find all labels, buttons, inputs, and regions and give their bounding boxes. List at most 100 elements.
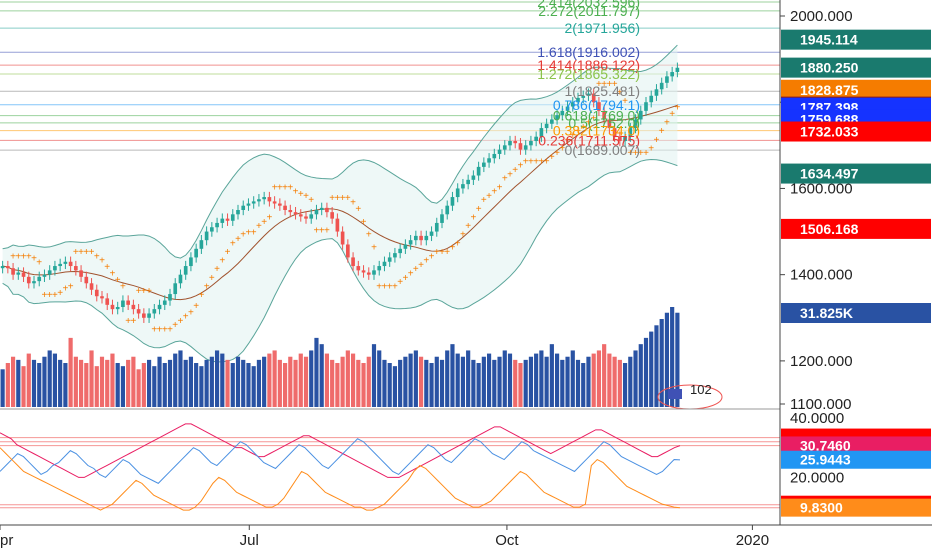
candle-body [147,313,151,318]
sar-marker: + [355,204,361,215]
volume-bar [575,359,581,407]
sar-marker: + [256,221,262,232]
candle-body [84,276,89,284]
volume-bar [340,356,345,407]
sar-marker: + [73,247,79,258]
parabolic-sar: + + + + + ++ + + + + ++ + + + + ++++++ ++ + ++ + + + + + + ++++++… [10,79,680,336]
sar-marker: + [491,187,497,198]
volume-bar [607,353,612,407]
price-axis[interactable]: 2000.0001800.0001600.0001400.0001200.000… [780,8,931,413]
volume-bar [204,359,209,407]
volume-bar [262,356,267,407]
volume-bar [424,359,429,407]
sar-marker: + [319,225,325,236]
sar-marker: + [104,262,110,273]
price-tick-label: 1600.000 [790,180,853,197]
candle-body [126,300,130,305]
volume-bar [58,359,63,407]
candle-body [183,266,188,275]
sar-marker: + [240,230,246,241]
volume-bar [460,356,466,407]
volume-bar [643,337,649,407]
candle-body [16,272,21,275]
volume-bar [596,350,602,407]
volume-bar [486,353,492,407]
volume-bar [199,366,204,407]
sar-marker: + [172,320,178,331]
volume-bar [628,356,633,407]
volume-bar [429,363,434,407]
oscillator-line [0,447,681,511]
volume-bar [450,344,455,407]
volume-bar [99,356,105,407]
sar-marker: + [115,275,121,286]
oscillator-axis[interactable]: 40.000020.000033.483332.941130.746025.94… [781,410,931,517]
candle-body [565,106,570,111]
candle-body [534,136,538,142]
sar-marker: + [52,290,58,301]
candle-body [581,95,586,98]
candle-body [654,89,659,96]
candle-body [189,257,193,267]
sar-marker: + [57,288,63,299]
candle-body [649,95,654,103]
oscillator-badge-label: 25.9443 [800,452,851,468]
sar-marker: + [387,281,393,292]
sar-marker: + [225,247,231,258]
sar-marker: + [345,193,351,204]
volume-bar [361,363,366,407]
candle-body [393,253,397,258]
sar-marker: + [423,256,429,267]
candle-body [330,212,334,219]
candle-body [461,184,465,189]
oscillator-tick-label: 40.0000 [790,410,844,427]
candle-body [633,119,638,129]
price-badge-label: 1880.250 [800,60,859,76]
volume-bar [37,363,42,407]
candle-body [482,162,486,167]
sar-marker: + [350,197,356,208]
candle-body [366,272,371,275]
sar-marker: + [198,290,204,301]
candle-body [79,270,83,277]
volume-bar [502,350,507,407]
volume-bar [324,353,330,407]
volume-bar [539,350,544,407]
volume-bar [413,350,418,407]
sar-marker: + [83,247,89,258]
sar-marker: + [565,135,571,146]
volume-bar [560,359,565,407]
candle-body [445,205,450,215]
time-tick-label: 2020 [736,532,769,549]
candle-body [539,128,544,137]
volume-bar [387,363,392,407]
time-axis[interactable]: pr Jul Oct 2020 [0,525,769,549]
sar-marker: + [497,182,503,193]
candle-body [257,199,261,202]
sar-marker: + [596,79,602,90]
sar-marker: + [151,325,157,336]
sar-marker: + [533,156,539,167]
fibonacci-labels: 2.414(2032.596)2.272(2011.797)2(1971.956… [537,0,640,158]
candle-body [434,222,439,232]
candle-body [675,67,680,73]
flag-canton [668,389,682,399]
volume-bar [52,353,58,407]
volume-bar [173,353,178,407]
candle-body [560,110,565,116]
volume-bar [16,359,21,407]
candle-body [262,197,266,200]
price-badge [781,79,931,100]
volume-bar [162,363,167,407]
candle-body [89,283,94,290]
sar-marker: + [308,195,314,206]
sar-marker: + [397,277,403,288]
candle-body [612,128,617,137]
sar-marker: + [15,251,21,262]
candle-body [246,203,251,206]
candle-body [523,145,528,150]
sar-marker: + [612,79,618,90]
volume-bar [622,363,628,407]
candle-body [387,257,392,262]
